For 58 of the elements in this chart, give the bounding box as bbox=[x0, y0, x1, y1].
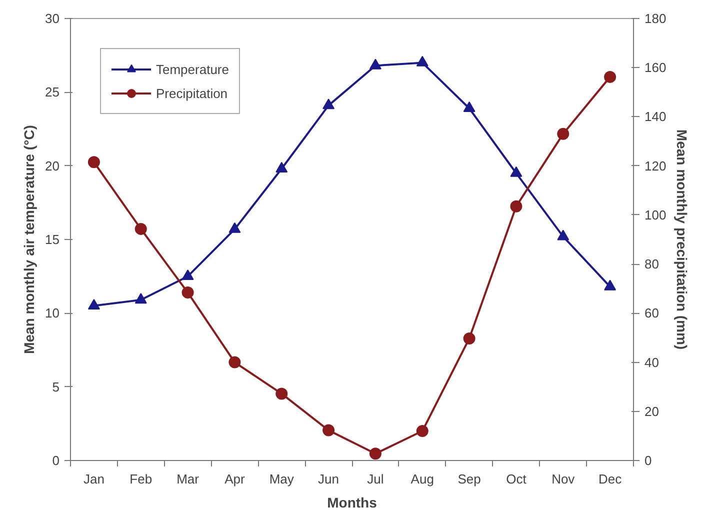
y2-tick-label: 0 bbox=[644, 453, 652, 468]
point bbox=[134, 293, 147, 304]
y-tick-label: 5 bbox=[52, 379, 60, 394]
x-tick-label: Oct bbox=[506, 472, 527, 486]
y2-tick-label: 20 bbox=[644, 404, 659, 419]
point bbox=[88, 156, 100, 168]
y-tick-label: 10 bbox=[45, 306, 60, 321]
point bbox=[276, 388, 288, 400]
x-tick-label: Jan bbox=[83, 472, 104, 486]
point bbox=[134, 222, 147, 235]
point bbox=[369, 58, 382, 70]
point bbox=[322, 98, 335, 110]
point bbox=[276, 162, 288, 172]
y-tick-label: 0 bbox=[52, 453, 60, 468]
point bbox=[182, 286, 194, 299]
x-tick-label: Jul bbox=[367, 472, 384, 486]
y2-tick-label: 140 bbox=[644, 109, 666, 124]
y-tick-label: 15 bbox=[45, 232, 60, 247]
point bbox=[557, 128, 570, 140]
x-tick-label: Sep bbox=[458, 472, 481, 486]
y2-tick-label: 40 bbox=[644, 354, 659, 370]
x-tick-label: May bbox=[269, 472, 294, 486]
y2-tick-label: 160 bbox=[644, 60, 666, 76]
point bbox=[463, 102, 476, 112]
point bbox=[369, 448, 382, 460]
y2-tick-label: 120 bbox=[644, 158, 666, 174]
y-axis-title: Mean monthly air temperature (°C) bbox=[21, 125, 38, 354]
y-tick-label: 20 bbox=[45, 158, 60, 174]
x-axis-title: Months bbox=[327, 494, 378, 510]
legend-label: Precipitation bbox=[156, 86, 228, 100]
x-tick-label: Feb bbox=[130, 472, 152, 486]
legend-label: Temperature bbox=[156, 62, 229, 76]
x-tick-label: Dec bbox=[598, 472, 622, 486]
point bbox=[510, 200, 522, 212]
y-tick-label: 25 bbox=[45, 84, 60, 100]
point bbox=[322, 424, 335, 436]
x-tick-label: Jun bbox=[318, 472, 340, 486]
point bbox=[510, 166, 522, 177]
y2-tick-label: 60 bbox=[644, 306, 659, 321]
point bbox=[416, 56, 428, 66]
y2-tick-label: 80 bbox=[644, 256, 659, 272]
x-tick-label: Mar bbox=[176, 472, 200, 486]
x-tick-label: Apr bbox=[224, 472, 246, 486]
point bbox=[182, 269, 194, 280]
point bbox=[604, 70, 616, 83]
x-tick-label: Aug bbox=[410, 472, 434, 486]
point bbox=[228, 222, 241, 233]
point bbox=[228, 356, 241, 368]
y-tick-label: 30 bbox=[45, 11, 60, 26]
point bbox=[416, 425, 428, 438]
point bbox=[88, 298, 100, 310]
point bbox=[604, 280, 616, 290]
y2-tick-label: 100 bbox=[644, 207, 666, 222]
y2-axis-title: Mean monthly precipitation (mm) bbox=[674, 129, 690, 350]
x-tick-label: Nov bbox=[552, 472, 576, 486]
point bbox=[463, 332, 476, 344]
point bbox=[557, 230, 570, 240]
y2-tick-label: 180 bbox=[644, 11, 666, 26]
